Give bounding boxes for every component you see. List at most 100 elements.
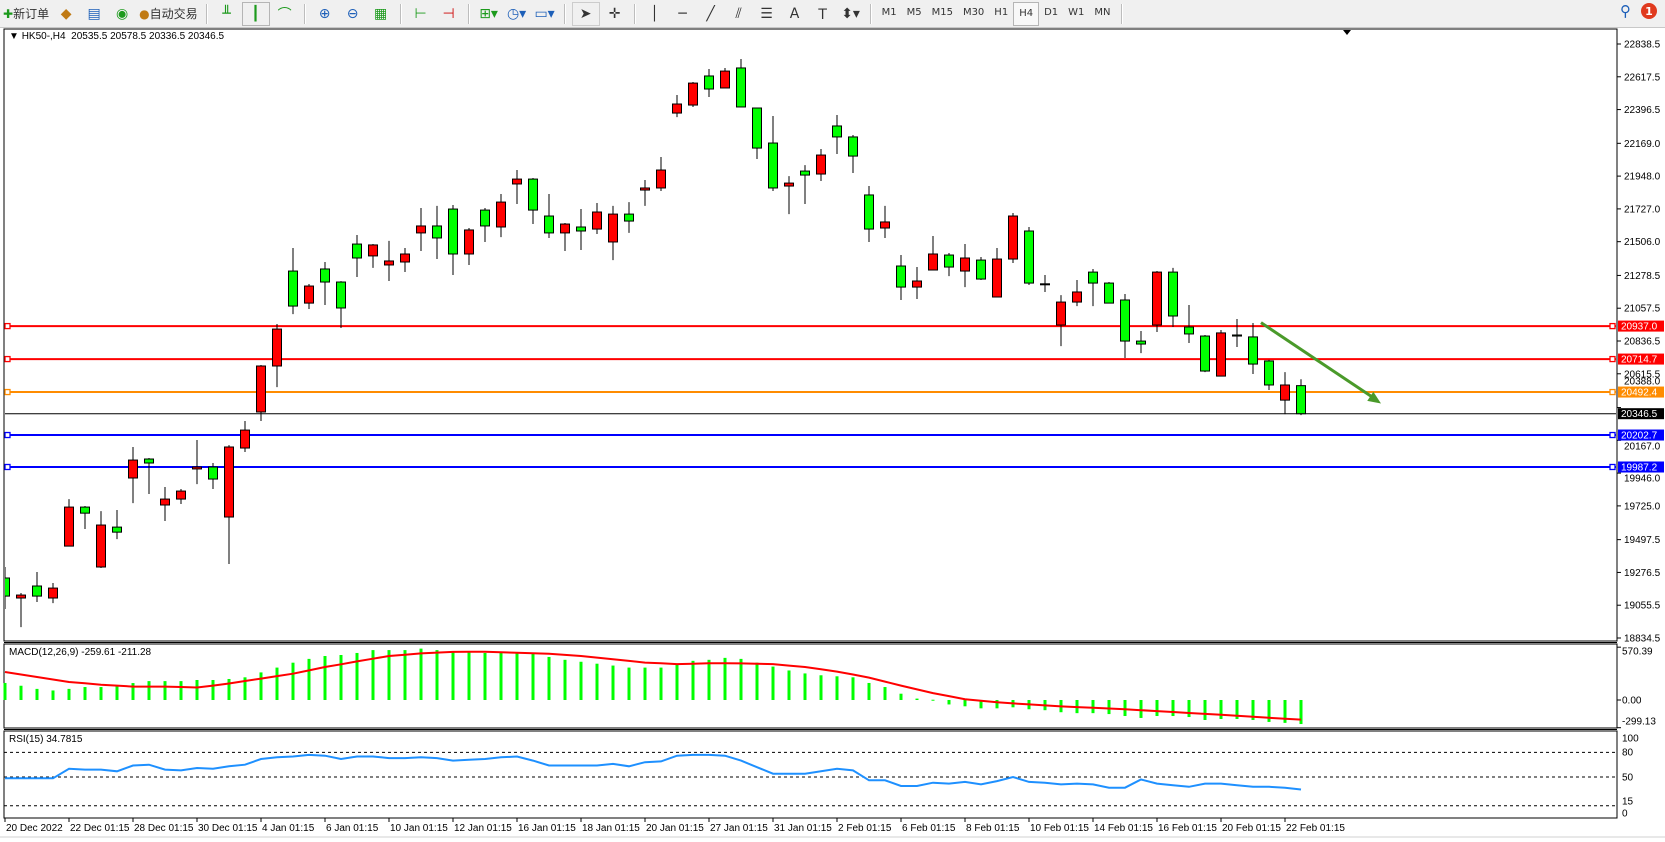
macd-histogram-bar — [867, 682, 871, 700]
timeframe-h4[interactable]: H4 — [1013, 1, 1040, 26]
macd-histogram-bar — [387, 650, 391, 700]
date-label: 4 Jan 01:15 — [262, 823, 315, 834]
price-tick-label: 19946.0 — [1624, 473, 1661, 484]
notification-badge[interactable]: 1 — [1641, 3, 1657, 19]
candlestick-chart-icon[interactable]: ┃ — [241, 1, 270, 26]
macd-histogram-bar — [675, 664, 679, 700]
date-label: 16 Feb 01:15 — [1158, 823, 1217, 834]
timeframe-d1[interactable]: D1 — [1044, 7, 1059, 18]
date-label: 20 Jan 01:15 — [646, 823, 704, 834]
auto-trading-button[interactable]: ● 自动交易 — [137, 3, 200, 25]
macd-histogram-bar — [707, 659, 711, 700]
market-watch-icon[interactable]: ◆ — [60, 5, 72, 22]
candle-body — [96, 524, 106, 568]
search-icon[interactable]: ⚲ — [1620, 2, 1631, 20]
candle-body — [176, 490, 186, 500]
candle-body — [192, 466, 202, 470]
price-tick-label: 21278.5 — [1624, 271, 1661, 282]
chart-legend: ▼ HK50-,H4 20535.5 20578.5 20336.5 20346… — [9, 31, 225, 42]
timeframe-m5[interactable]: M5 — [906, 7, 922, 18]
macd-histogram-bar — [915, 698, 919, 700]
macd-histogram-bar — [323, 656, 327, 700]
candle-body — [720, 70, 730, 89]
timeframe-h1[interactable]: H1 — [994, 7, 1009, 18]
timeframe-m30[interactable]: M30 — [962, 7, 985, 18]
timeframe-m1[interactable]: M1 — [881, 7, 897, 18]
timeframe-m15[interactable]: M15 — [931, 7, 953, 18]
candle-body — [368, 244, 378, 257]
macd-histogram-bar — [691, 660, 695, 700]
rsi-legend: RSI(15) 34.7815 — [9, 734, 83, 745]
macd-histogram-bar — [19, 685, 23, 700]
macd-histogram-bar — [611, 665, 615, 700]
candle-body — [32, 585, 42, 597]
cursor-icon[interactable]: ➤ — [571, 1, 600, 26]
price-tick-label: 22169.0 — [1624, 139, 1661, 150]
candle-body — [1280, 384, 1290, 401]
candle-body — [128, 459, 138, 479]
candle-body — [816, 154, 826, 175]
autoscroll-icon[interactable]: ⊣ — [442, 5, 455, 22]
auto-trading-label: 自动交易 — [149, 7, 198, 21]
vertical-line-icon[interactable]: │ — [650, 5, 659, 22]
horizontal-line-icon[interactable]: ─ — [678, 5, 687, 22]
candle-body — [576, 226, 586, 232]
new-order-button[interactable]: ✚ 新订单 — [1, 3, 51, 25]
bar-chart-icon[interactable]: ╨ — [222, 5, 231, 22]
equidistant-channel-icon[interactable]: ⫽ — [735, 5, 742, 22]
trendline-icon[interactable]: ╱ — [706, 5, 715, 22]
candle-body — [5, 577, 10, 597]
text-label-icon[interactable]: Ｔ — [815, 6, 830, 23]
price-line-tag — [1618, 429, 1664, 441]
candle-body — [1056, 301, 1066, 326]
toolbar-divider — [399, 3, 402, 24]
macd-histogram-bar — [83, 687, 87, 700]
text-icon[interactable]: A — [789, 5, 800, 22]
macd-histogram-bar — [803, 673, 807, 700]
candle-body — [384, 260, 394, 266]
candle-body — [992, 258, 1002, 298]
candle-body — [1232, 334, 1242, 337]
zoom-in-icon[interactable]: ⊕ — [318, 5, 331, 22]
ohlc-label: 20535.5 20578.5 20336.5 20346.5 — [71, 31, 225, 42]
zoom-out-icon[interactable]: ⊖ — [346, 5, 359, 22]
candle-body — [1216, 332, 1226, 377]
macd-histogram-bar — [771, 666, 775, 700]
macd-histogram-bar — [51, 690, 55, 700]
macd-histogram-bar — [851, 677, 855, 700]
date-label: 10 Jan 01:15 — [390, 823, 448, 834]
candle-body — [1200, 335, 1210, 372]
candle-body — [896, 265, 906, 288]
macd-histogram-bar — [1091, 700, 1095, 714]
rsi-tick-label: 100 — [1622, 734, 1639, 745]
price-tick-label: 19276.5 — [1624, 568, 1661, 579]
macd-histogram-bar — [243, 677, 247, 700]
macd-tick-label: -299.13 — [1622, 717, 1656, 728]
rsi-tick-label: 80 — [1622, 748, 1634, 759]
main-panel — [3, 28, 1618, 642]
signals-icon[interactable]: ◉ — [115, 5, 129, 22]
tile-windows-icon[interactable]: ▦ — [373, 5, 388, 22]
candle-body — [1104, 282, 1114, 304]
macd-histogram-bar — [307, 658, 311, 700]
candle-body — [960, 257, 970, 272]
chart-shift-icon[interactable]: ⊢ — [414, 5, 427, 22]
timeframe-w1[interactable]: W1 — [1068, 7, 1085, 18]
toolbar-divider — [633, 3, 636, 24]
line-chart-icon[interactable]: ⌒ — [277, 6, 292, 23]
crosshair-icon[interactable]: ✛ — [608, 5, 621, 22]
toolbar-divider — [563, 3, 566, 24]
timeframe-mn[interactable]: MN — [1094, 7, 1111, 18]
fibonacci-icon[interactable]: ☰ — [760, 5, 773, 22]
line-handle-left — [4, 388, 11, 396]
new-order-icon: ✚ — [3, 6, 14, 21]
indicators-icon[interactable]: ⊞▾ — [479, 5, 498, 22]
periods-clock-icon[interactable]: ◷▾ — [506, 5, 527, 22]
templates-icon[interactable]: ▭▾ — [534, 5, 555, 22]
date-label: 18 Jan 01:15 — [582, 823, 640, 834]
navigator-icon[interactable]: ▤ — [87, 5, 101, 22]
macd-histogram-bar — [211, 680, 215, 700]
bid-price-label: 20346.5 — [1621, 409, 1658, 420]
arrows-icon[interactable]: ⬍▾ — [841, 5, 860, 22]
